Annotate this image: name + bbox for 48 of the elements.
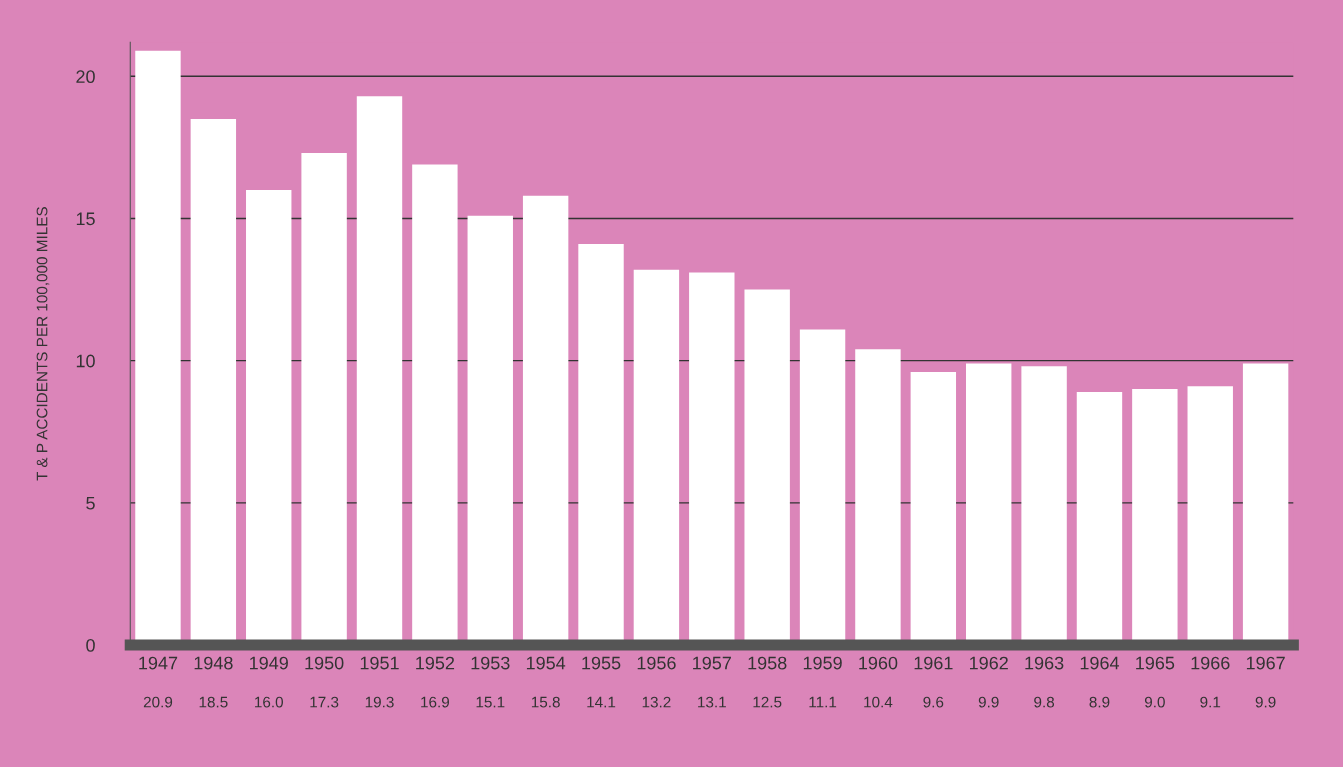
x-tick-label: 1958 [748,656,787,670]
data-label: 17.3 [310,696,339,708]
x-tick-label: 1963 [1025,656,1064,670]
data-label: 13.2 [642,696,671,708]
x-tick-label: 1948 [194,656,233,670]
y-axis-title: T & P ACCIDENTS PER 100,000 MILES [36,207,50,481]
y-tick-label: 0 [86,638,95,652]
data-label: 14.1 [587,696,616,708]
x-tick-label: 1965 [1136,656,1175,670]
x-tick-label: 1950 [305,656,344,670]
data-label: 16.9 [421,696,450,708]
data-label: 20.9 [143,696,173,708]
data-label: 9.1 [1200,696,1221,708]
data-label: 9.9 [1255,696,1276,708]
data-label: 18.5 [199,696,228,708]
data-label: 19.3 [365,696,394,708]
x-tick-label: 1951 [360,656,399,670]
x-tick-label: 1954 [526,656,566,670]
y-tick-label: 15 [76,212,95,226]
data-label: 9.0 [1144,696,1165,708]
x-tick-label: 1961 [914,656,953,670]
data-label: 11.1 [809,696,837,708]
data-label: 10.4 [864,696,893,708]
x-tick-label: 1967 [1246,656,1285,670]
x-tick-label: 1955 [582,656,621,670]
x-tick-label: 1964 [1080,656,1120,670]
y-tick-label: 5 [86,496,95,510]
data-label: 9.6 [923,696,944,708]
x-tick-label: 1957 [693,656,731,670]
x-tick-label: 1953 [471,656,510,670]
x-tick-label: 1956 [637,656,676,670]
data-label: 12.5 [753,696,782,708]
data-label: 13.1 [698,696,726,708]
data-label: 9.9 [978,696,999,708]
x-tick-label: 1962 [970,656,1008,670]
data-label: 8.9 [1089,696,1110,708]
x-tick-label: 1959 [803,656,842,670]
data-label: 15.8 [531,696,560,708]
data-label: 9.8 [1034,696,1055,708]
x-tick-label: 1949 [250,656,288,670]
x-tick-label: 1952 [416,656,455,670]
data-label: 15.1 [476,696,505,708]
x-tick-label: 1947 [139,656,178,670]
data-label: 16.0 [255,696,283,708]
x-tick-label: 1966 [1191,656,1230,670]
x-tick-label: 1960 [859,656,898,670]
y-tick-label: 20 [76,70,95,84]
y-tick-label: 10 [76,354,95,368]
